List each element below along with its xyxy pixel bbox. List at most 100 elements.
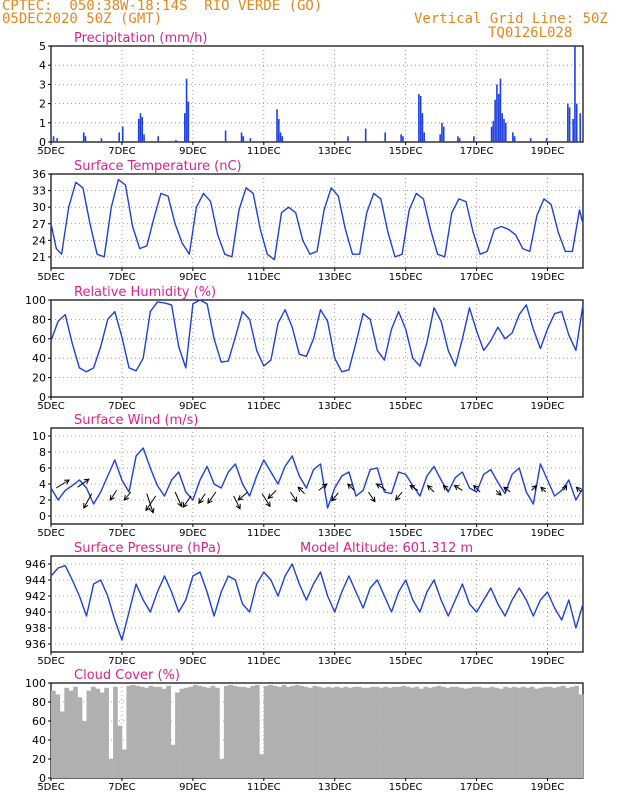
- wind-arrow-shaft: [261, 493, 271, 507]
- wind-arrow: [453, 485, 463, 491]
- x-tick-label: 5DEC: [37, 528, 64, 539]
- wind-arrow: [426, 484, 435, 493]
- panel-frame: [50, 173, 584, 269]
- wind-arrow-shaft: [376, 483, 387, 491]
- x-tick-label: 11DEC: [247, 272, 281, 283]
- wind-arrow-shaft: [531, 485, 537, 491]
- cloud-bar: [352, 686, 358, 778]
- y-tick-label: 20: [32, 372, 46, 385]
- cloud-bar: [130, 684, 136, 778]
- cloud-bar: [529, 686, 535, 778]
- x-tick-label: 9DEC: [179, 272, 206, 283]
- cloud-bar: [547, 686, 553, 778]
- cloud-bar: [432, 686, 437, 778]
- precip-bar: [439, 134, 441, 142]
- panel-title: Surface Wind (m/s): [74, 413, 198, 428]
- cloud-bar: [330, 687, 336, 778]
- cloud-bar: [383, 686, 389, 778]
- y-tick-label: 940: [25, 606, 46, 619]
- panel-frame: [50, 299, 584, 398]
- cloud-bar: [170, 744, 176, 778]
- header-station: CPTEC: 050:38W-18:14S RIO VERDE (GO): [2, 0, 323, 14]
- wind-arrow-head: [409, 485, 416, 491]
- y-tick-label: 80: [32, 696, 46, 709]
- wind-arrow-head: [237, 495, 244, 501]
- cloud-bar: [476, 686, 482, 778]
- precip-bar: [579, 113, 582, 142]
- panel-title: Surface Pressure (hPa): [74, 541, 221, 556]
- wind-arrow: [368, 491, 376, 503]
- precip-bar: [441, 122, 443, 142]
- wind-arrow-head: [531, 484, 538, 491]
- wind-arrow-shaft: [576, 486, 582, 493]
- wind-arrow: [503, 486, 511, 493]
- x-tick-label: 13DEC: [318, 528, 352, 539]
- cloud-bar: [268, 684, 273, 778]
- cloud-bar: [299, 685, 304, 778]
- cloud-bar: [113, 686, 118, 778]
- wind-arrow: [495, 490, 502, 496]
- y-tick-label: 60: [32, 333, 46, 346]
- x-tick-label: 9DEC: [179, 401, 206, 412]
- wind-arrow-head: [375, 483, 382, 489]
- cloud-bar: [64, 687, 70, 778]
- cloud-bar: [285, 686, 291, 778]
- precip-bar: [242, 136, 245, 142]
- cloud-bar: [175, 692, 180, 778]
- precip-bar: [494, 99, 496, 142]
- panel-title: Precipitation (mm/h): [74, 31, 207, 46]
- wind-arrow-shaft: [540, 486, 547, 493]
- cloud-bar: [51, 690, 56, 778]
- cloud-bar: [507, 687, 513, 778]
- wind-arrow-shaft: [56, 479, 70, 489]
- wind-arrow-head: [235, 503, 241, 510]
- y-tick-label: 938: [25, 622, 46, 635]
- cloud-bar: [121, 749, 127, 778]
- x-tick-label: 7DEC: [108, 401, 135, 412]
- wind-arrow-head: [182, 502, 188, 509]
- cloud-bar: [370, 686, 375, 778]
- wind-arrow: [207, 491, 217, 505]
- wind-arrow-head: [145, 505, 151, 512]
- y-tick-label: 27: [32, 218, 46, 231]
- cloud-bar: [472, 686, 477, 778]
- cloud-bar: [108, 759, 114, 778]
- panel-rh: 5DEC 7DEC 9DEC 11DEC 13DEC 15DEC 17DEC 19DEC 0 20…: [25, 285, 584, 412]
- cloud-bar: [77, 697, 83, 778]
- cloud-bar: [512, 686, 517, 778]
- wind-arrow-shaft: [174, 491, 182, 507]
- wind-arrow: [182, 495, 192, 509]
- cloud-bar: [223, 685, 229, 778]
- wind-arrow-head: [540, 486, 546, 493]
- wind-arrow-shaft: [83, 493, 93, 509]
- x-tick-label: 11DEC: [247, 656, 281, 667]
- precip-bar: [529, 138, 532, 142]
- wind-arrow-shaft: [503, 486, 511, 493]
- cloud-bar: [179, 688, 185, 778]
- y-tick-label: 5: [39, 40, 46, 53]
- precip-bar: [364, 128, 367, 142]
- wind-arrow-head: [198, 498, 204, 505]
- cloud-bar: [157, 686, 163, 778]
- cloud-bar: [494, 687, 500, 778]
- cloud-bar: [485, 687, 491, 778]
- y-tick-label: 40: [32, 352, 46, 365]
- wind-arrow-shaft: [443, 485, 449, 491]
- y-tick-label: 942: [25, 590, 46, 603]
- y-tick-label: 20: [32, 753, 46, 766]
- precip-bar: [384, 132, 386, 142]
- panel-subtitle: Model Altitude: 601.312 m: [300, 541, 473, 556]
- cloud-bar: [86, 690, 92, 778]
- cloud-bar: [281, 684, 287, 778]
- panel-cloud: 5DEC 7DEC 9DEC 11DEC 13DEC 15DEC 17DEC 19DEC 0 20…: [25, 668, 584, 793]
- wind-arrow-head: [83, 478, 90, 484]
- wind-arrow-shaft: [495, 490, 502, 496]
- wind-arrow-shaft: [233, 495, 241, 510]
- cloud-bar: [206, 687, 211, 778]
- panel-title: Cloud Cover (%): [74, 668, 180, 683]
- x-tick-label: 15DEC: [389, 146, 423, 157]
- x-tick-label: 13DEC: [318, 272, 352, 283]
- precip-bar: [575, 103, 578, 142]
- wind-arrow: [123, 491, 132, 501]
- x-tick-label: 15DEC: [389, 656, 423, 667]
